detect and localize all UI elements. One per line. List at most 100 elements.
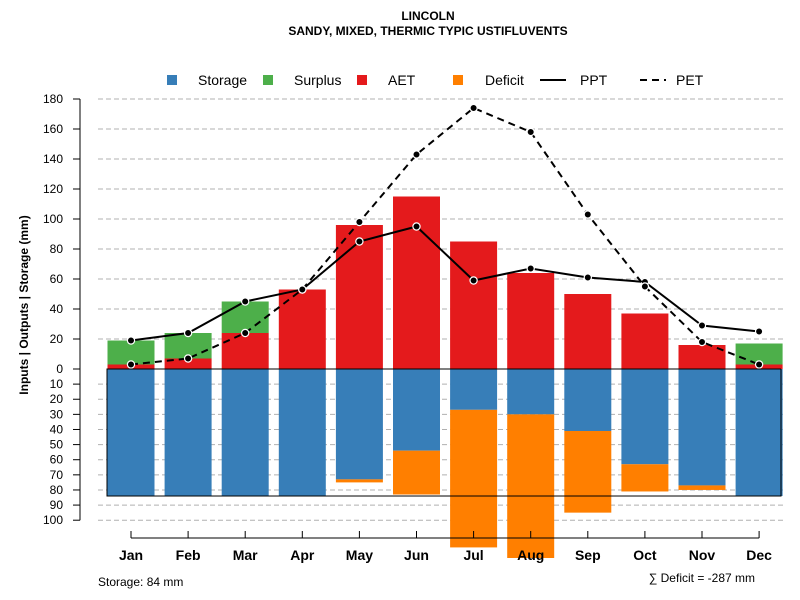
ppt-point [412,222,421,231]
deficit-bar [564,430,612,513]
legend-swatch [263,75,273,85]
pet-point [754,360,764,369]
ppt-point [240,297,250,306]
ppt-line [130,225,760,342]
storage-bar [507,369,555,415]
pet-point [412,150,421,159]
y-tick-label: 0 [56,362,63,376]
pet-point [697,337,707,347]
storage-bar [735,369,783,497]
storage-bar [278,369,326,497]
storage-bar [335,369,383,480]
y-tick-label: 80 [50,242,64,256]
aet-bar [621,313,669,369]
month-label: Mar [233,547,258,563]
chart-subtitle: SANDY, MIXED, THERMIC TYPIC USTIFLUVENTS [288,24,567,38]
ppt-point [754,327,764,336]
legend-label: Storage [198,72,247,88]
storage-bar [564,369,612,431]
deficit-bar [335,479,383,483]
month-label: Aug [517,547,544,563]
month-label: Dec [746,547,772,563]
pet-point [469,103,478,113]
aet-bar [335,225,383,369]
ppt-point [583,273,593,282]
deficit-bar [450,409,498,548]
y-tick-label: 40 [50,422,64,436]
aet-bar [564,294,612,369]
legend-label: Surplus [294,72,341,88]
y-tick-label: 20 [50,392,64,406]
y-tick-label: 90 [50,498,64,512]
legend-swatch [453,75,463,85]
month-label: Jan [119,547,143,563]
month-label: Sep [575,547,601,563]
month-label: Jun [404,547,429,563]
y-tick-label: 40 [50,302,64,316]
pet-point [640,282,650,291]
storage-footer: Storage: 84 mm [98,575,183,589]
pet-point [298,285,307,294]
ppt-point [469,276,478,285]
y-tick-label: 140 [43,152,63,166]
legend-label: PET [676,72,704,88]
surplus-bar [164,333,212,359]
legend-swatch [167,75,177,85]
aet-bar [278,289,326,369]
surplus-bar [221,301,269,333]
legend-label: Deficit [485,72,524,88]
month-label: Jul [463,547,483,563]
ppt-point [526,264,535,273]
y-axis-label: Inputs | Outputs | Storage (mm) [17,215,31,394]
deficit-bar [678,485,726,490]
ppt-point [697,321,707,330]
y-tick-label: 30 [50,407,64,421]
ppt-point [355,237,364,246]
y-tick-label: 180 [43,92,63,106]
deficit-bar [621,464,669,492]
deficit-bar [393,450,440,495]
aet-bar [507,273,555,369]
month-label: May [346,547,373,563]
month-label: Oct [633,547,657,563]
deficit-footer: ∑ Deficit = -287 mm [649,571,755,585]
y-tick-label: 10 [50,377,64,391]
y-tick-label: 60 [50,453,64,467]
y-tick-label: 20 [50,332,64,346]
month-label: Feb [176,547,201,563]
storage-bar [450,369,498,410]
aet-bar [164,358,212,369]
pet-point [355,217,364,227]
y-tick-label: 50 [50,438,64,452]
surplus-bar [735,343,783,365]
storage-bar [678,369,726,486]
y-tick-label: 80 [50,483,64,497]
legend-label: PPT [580,72,608,88]
month-label: Nov [689,547,716,563]
pet-point [583,210,593,219]
chart-title: LINCOLN [401,9,454,23]
pet-point [126,360,136,369]
aet-bar [450,241,498,369]
storage-bar [621,369,669,465]
legend-swatch [357,75,367,85]
pet-line [130,106,760,366]
y-tick-label: 120 [43,182,63,196]
storage-bar [221,369,269,497]
month-label: Apr [290,547,315,563]
pet-point [526,127,535,137]
storage-bar [164,369,212,497]
legend-label: AET [388,72,416,88]
y-tick-label: 100 [43,212,63,226]
storage-bar [393,369,440,451]
storage-bar [107,369,155,497]
y-tick-label: 70 [50,468,64,482]
pet-point [183,354,193,363]
ppt-point [183,328,193,338]
pet-point [240,328,250,338]
y-tick-label: 60 [50,272,64,286]
y-tick-label: 160 [43,122,63,136]
y-tick-label: 100 [43,513,63,527]
aet-bar [221,333,269,369]
